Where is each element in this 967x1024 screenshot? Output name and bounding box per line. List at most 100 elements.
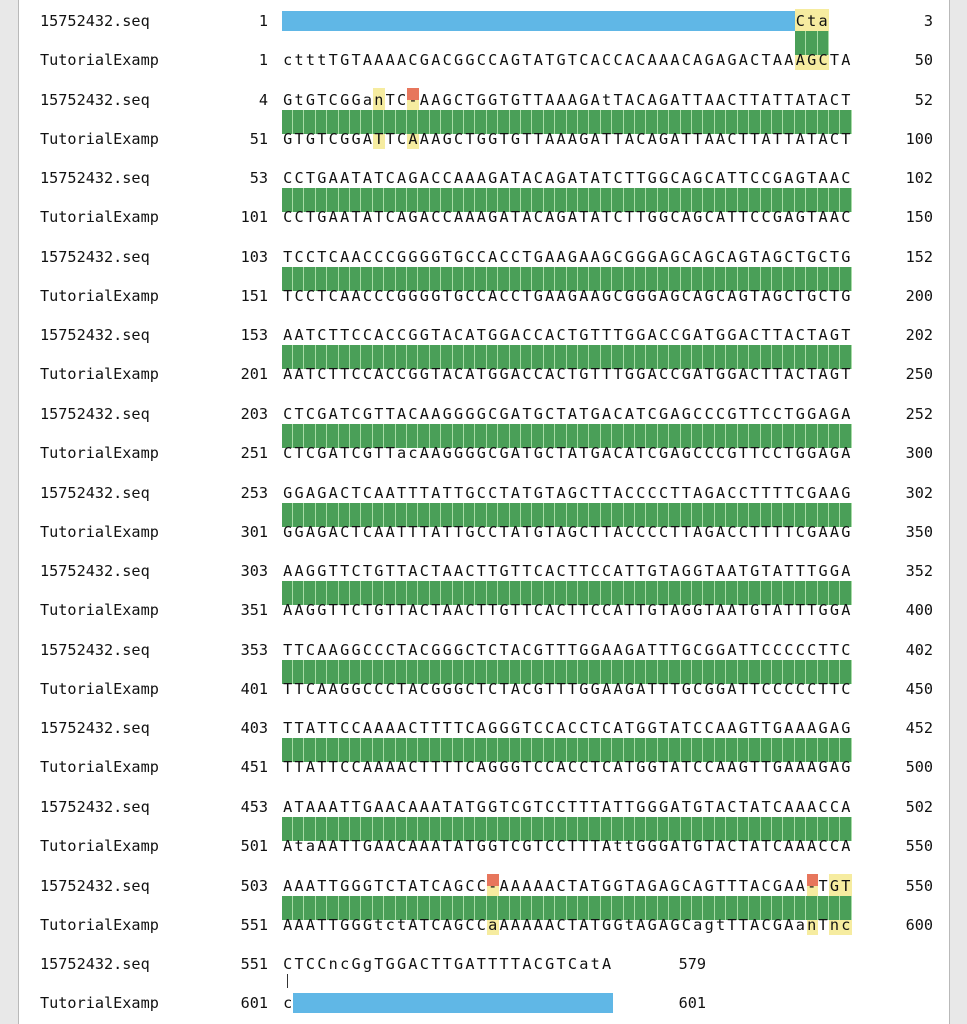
query-end: 252	[905, 405, 933, 423]
query-end: 152	[905, 247, 933, 266]
subject-start: 451	[240, 758, 268, 777]
query-start: 551	[240, 955, 268, 974]
subject-start: 351	[240, 601, 268, 620]
query-name: 15752432.seq	[40, 247, 150, 266]
subject-name: TutorialExamp	[40, 915, 159, 934]
subject-name: TutorialExamp	[40, 679, 159, 698]
subject-start: 251	[240, 444, 268, 462]
subject-end: 601	[678, 994, 706, 1013]
subject-end: 150	[905, 208, 933, 227]
subject-start: 601	[240, 994, 268, 1013]
subject-start: 501	[240, 837, 268, 855]
gap-marker	[487, 873, 499, 886]
query-gap-bar	[282, 11, 796, 31]
subject-name: TutorialExamp	[40, 994, 159, 1013]
subject-end: 600	[905, 915, 933, 934]
subject-end: 450	[905, 679, 933, 698]
alignment-tick	[287, 974, 288, 989]
query-start: 503	[240, 876, 268, 895]
query-end: 3	[923, 12, 933, 30]
subject-name: TutorialExamp	[40, 758, 159, 777]
subject-end: 350	[905, 522, 933, 541]
subject-end: 50	[914, 51, 933, 69]
query-start: 53	[249, 169, 268, 188]
query-start: 203	[240, 405, 268, 423]
subject-name: TutorialExamp	[40, 601, 159, 620]
subject-start: 101	[240, 208, 268, 227]
match-bar	[282, 266, 853, 291]
subject-end: 250	[905, 365, 933, 384]
subject-start: 151	[240, 286, 268, 305]
query-end: 452	[905, 719, 933, 738]
query-name: 15752432.seq	[40, 169, 150, 188]
match-bar	[282, 817, 853, 841]
match-bar	[795, 31, 830, 55]
subject-name: TutorialExamp	[40, 286, 159, 305]
query-end: 102	[905, 169, 933, 188]
match-bar	[282, 188, 853, 213]
query-name: 15752432.seq	[40, 90, 150, 109]
subject-name: TutorialExamp	[40, 51, 159, 69]
query-start: 1	[258, 12, 268, 30]
query-start: 353	[240, 640, 268, 659]
query-end: 302	[905, 483, 933, 502]
subject-start: 1	[258, 51, 268, 69]
query-end: 579	[678, 955, 706, 974]
query-start: 4	[258, 90, 268, 109]
subject-start: 301	[240, 522, 268, 541]
match-bar	[282, 659, 853, 684]
match-bar	[282, 738, 853, 763]
match-bar	[282, 109, 853, 134]
subject-name: TutorialExamp	[40, 837, 159, 855]
subject-gap-bar	[293, 993, 613, 1014]
match-bar	[282, 895, 853, 920]
subject-end: 100	[905, 129, 933, 148]
gap-marker	[407, 87, 419, 100]
subject-seq: c	[283, 994, 293, 1013]
query-name: 15752432.seq	[40, 876, 150, 895]
query-end: 502	[905, 798, 933, 816]
query-name: 15752432.seq	[40, 955, 150, 974]
query-start: 303	[240, 562, 268, 581]
subject-name: TutorialExamp	[40, 522, 159, 541]
query-name: 15752432.seq	[40, 798, 150, 816]
gap-marker	[806, 873, 819, 886]
match-bar	[282, 345, 853, 370]
match-bar	[282, 581, 853, 606]
query-name: 15752432.seq	[40, 405, 150, 423]
subject-end: 400	[905, 601, 933, 620]
query-end: 402	[905, 640, 933, 659]
query-name: 15752432.seq	[40, 326, 150, 345]
query-name: 15752432.seq	[40, 483, 150, 502]
query-name: 15752432.seq	[40, 562, 150, 581]
query-end: 52	[914, 90, 933, 109]
query-name: 15752432.seq	[40, 640, 150, 659]
query-start: 103	[240, 247, 268, 266]
subject-name: TutorialExamp	[40, 208, 159, 227]
query-name: 15752432.seq	[40, 719, 150, 738]
query-start: 403	[240, 719, 268, 738]
